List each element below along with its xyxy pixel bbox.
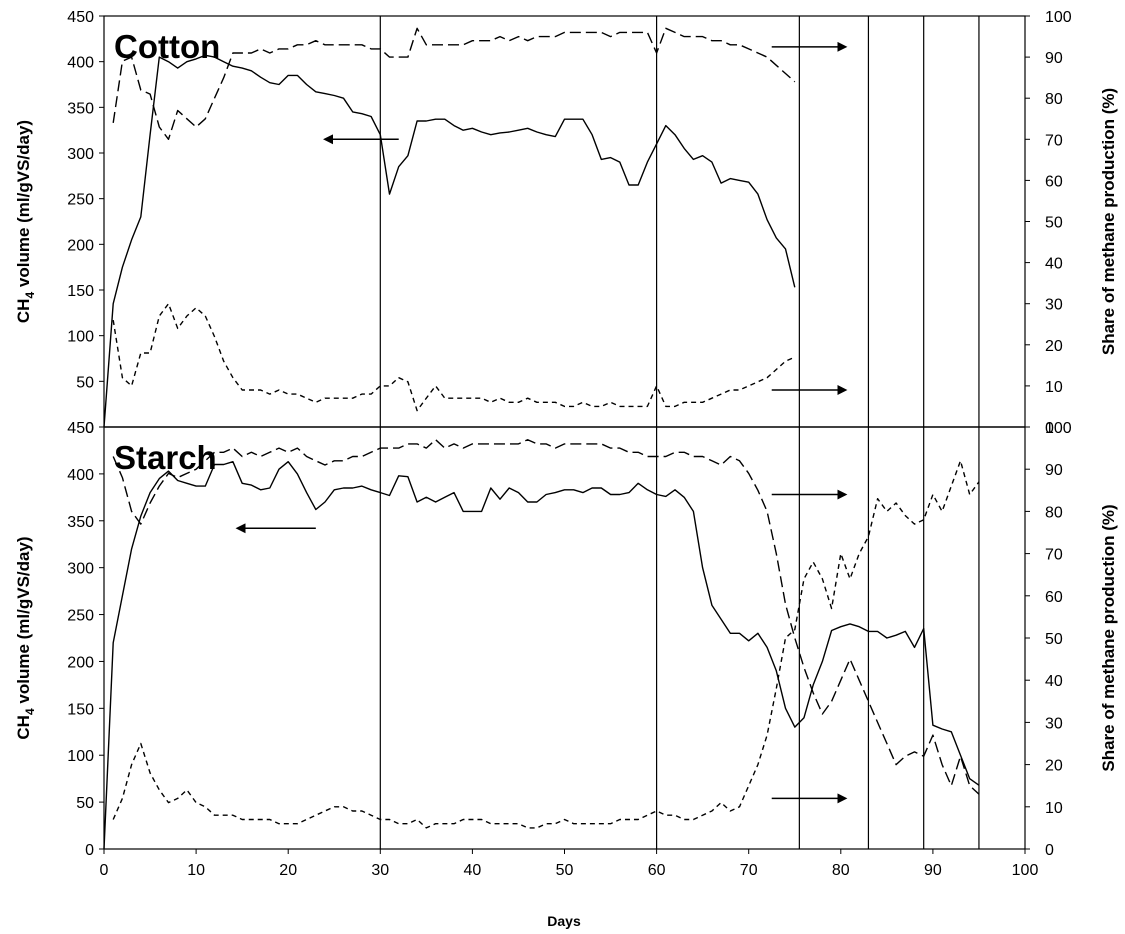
right-tick-label: 70 <box>1045 132 1063 149</box>
panel-title-starch: Starch <box>114 439 217 476</box>
right-axis-title: Share of methane production (%) <box>1099 88 1118 355</box>
right-tick-label: 90 <box>1045 462 1063 479</box>
right-tick-label: 0 <box>1045 420 1054 437</box>
left-axis-title: CH4 volume (ml/gVS/day) <box>14 536 37 739</box>
left-axis-title: CH4 volume (ml/gVS/day) <box>14 120 37 323</box>
right-tick-label: 50 <box>1045 631 1063 648</box>
left-tick-label: 50 <box>76 374 94 391</box>
left-tick-label: 350 <box>67 100 94 117</box>
x-tick-label: 90 <box>924 862 942 879</box>
right-tick-label: 100 <box>1045 420 1072 437</box>
right-tick-label: 40 <box>1045 673 1063 690</box>
right-tick-label: 20 <box>1045 338 1063 355</box>
x-tick-label: 10 <box>187 862 205 879</box>
left-tick-label: 50 <box>76 795 94 812</box>
panel-title-cotton: Cotton <box>114 28 220 65</box>
plot-frame <box>103 15 1026 850</box>
series-line-cotton-short-dash-right <box>112 303 796 412</box>
left-tick-label: 300 <box>67 146 94 163</box>
right-tick-label: 10 <box>1045 800 1063 817</box>
left-tick-label: 350 <box>67 514 94 531</box>
x-tick-label: 0 <box>100 862 109 879</box>
left-tick-label: 200 <box>67 654 94 671</box>
right-tick-label: 20 <box>1045 758 1063 775</box>
left-tick-label: 400 <box>67 55 94 72</box>
series-line-cotton-long-dash-right <box>112 27 796 141</box>
x-tick-label: 40 <box>464 862 482 879</box>
left-tick-label: 0 <box>85 842 94 859</box>
x-tick-label: 30 <box>371 862 389 879</box>
right-tick-label: 30 <box>1045 297 1063 314</box>
series-line-cotton-solid-left <box>103 54 796 428</box>
x-tick-label: 20 <box>279 862 297 879</box>
series-line-starch-long-dash-right <box>112 439 980 795</box>
right-tick-label: 90 <box>1045 50 1063 67</box>
right-tick-label: 60 <box>1045 589 1063 606</box>
left-tick-label: 200 <box>67 237 94 254</box>
right-tick-label: 0 <box>1045 842 1054 859</box>
x-tick-label: 80 <box>832 862 850 879</box>
left-tick-label: 250 <box>67 192 94 209</box>
left-tick-label: 100 <box>67 748 94 765</box>
left-tick-label: 450 <box>67 420 94 437</box>
right-tick-label: 60 <box>1045 173 1063 190</box>
x-tick-label: 70 <box>740 862 758 879</box>
left-tick-label: 250 <box>67 608 94 625</box>
left-tick-label: 0 <box>85 420 94 437</box>
right-tick-label: 50 <box>1045 215 1063 232</box>
left-tick-label: 450 <box>67 9 94 26</box>
right-tick-label: 100 <box>1045 9 1072 26</box>
right-tick-label: 30 <box>1045 715 1063 732</box>
x-axis-title: Days <box>547 913 581 929</box>
right-tick-label: 10 <box>1045 379 1063 396</box>
left-tick-label: 150 <box>67 283 94 300</box>
right-tick-label: 40 <box>1045 256 1063 273</box>
series-line-starch-solid-left <box>103 461 980 850</box>
right-tick-label: 80 <box>1045 504 1063 521</box>
x-tick-label: 100 <box>1012 862 1039 879</box>
right-tick-label: 70 <box>1045 547 1063 564</box>
right-axis-title: Share of methane production (%) <box>1099 504 1118 771</box>
left-tick-label: 150 <box>67 701 94 718</box>
series-line-starch-short-dash-right <box>112 460 980 829</box>
left-tick-label: 100 <box>67 329 94 346</box>
left-tick-label: 400 <box>67 467 94 484</box>
left-tick-label: 300 <box>67 561 94 578</box>
right-tick-label: 80 <box>1045 91 1063 108</box>
x-tick-label: 60 <box>648 862 666 879</box>
x-tick-label: 50 <box>556 862 574 879</box>
